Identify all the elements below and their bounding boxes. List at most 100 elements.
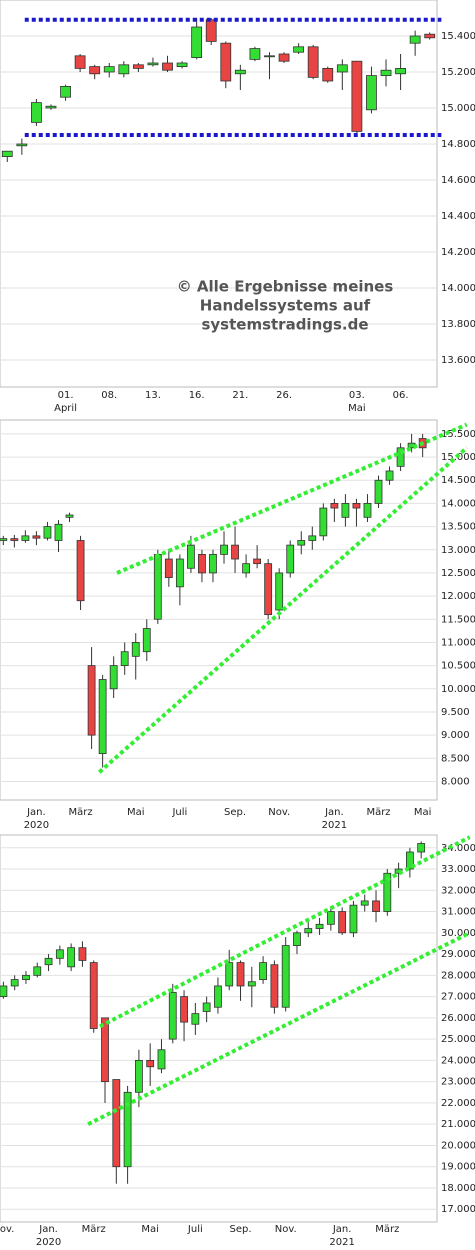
- x-tick-label: Nov.: [268, 807, 290, 818]
- candle-body: [22, 974, 30, 980]
- candle-body: [264, 55, 275, 58]
- y-tick-label: 13.600: [441, 355, 475, 366]
- candle-body: [319, 507, 328, 537]
- candle-body: [76, 540, 85, 602]
- candle-body: [65, 514, 74, 518]
- y-tick-label: 29.000: [441, 949, 475, 960]
- candle-body: [132, 64, 144, 69]
- plot-area: [0, 0, 438, 388]
- candle-body: [286, 544, 295, 574]
- y-tick-label: 9.000: [441, 730, 470, 741]
- candle-body: [225, 962, 234, 987]
- candle-body: [16, 143, 28, 147]
- x-tick-label: Juli: [171, 807, 187, 818]
- candle-body: [103, 66, 115, 73]
- candle-body: [385, 470, 394, 481]
- x-tick-label: März: [68, 807, 92, 818]
- x-tick-label: Mai: [141, 1224, 159, 1235]
- candle-body: [89, 66, 101, 75]
- x-tick-label: 16.: [189, 390, 205, 401]
- candle-body: [54, 523, 63, 541]
- y-tick-label: 11.000: [441, 637, 475, 648]
- candle-body: [134, 1059, 143, 1093]
- y-tick-label: 12.500: [441, 568, 475, 579]
- y-tick-label: 8.000: [441, 776, 470, 787]
- candle-body: [304, 928, 313, 934]
- candle-body: [253, 558, 262, 565]
- y-tick-label: 13.500: [441, 522, 475, 533]
- y-tick-label: 8.500: [441, 753, 470, 764]
- x-sublabel: April: [54, 403, 77, 414]
- candle-body: [281, 945, 290, 1008]
- x-tick-label: Jan.: [38, 1224, 58, 1235]
- candle-body: [1, 150, 13, 157]
- y-tick-label: 15.000: [441, 103, 475, 114]
- candle-body: [270, 964, 279, 1008]
- y-tick-label: 34.000: [441, 843, 475, 854]
- y-tick-label: 19.000: [441, 1162, 475, 1173]
- y-tick-label: 27.000: [441, 992, 475, 1003]
- candle-body: [326, 911, 335, 925]
- candle-body: [405, 851, 414, 870]
- x-tick-label: Jan.: [332, 1224, 352, 1235]
- candle-body: [259, 962, 268, 980]
- candle-body: [74, 55, 86, 69]
- y-tick-label: 14.000: [441, 283, 475, 294]
- candle-body: [153, 553, 162, 620]
- plot-area: [0, 834, 438, 1223]
- candle-body: [264, 563, 273, 616]
- candle-body: [120, 651, 129, 667]
- candle-body: [308, 535, 317, 541]
- candle-body: [87, 665, 96, 736]
- candle-body: [360, 900, 369, 906]
- candle-body: [336, 64, 348, 73]
- candle-body: [409, 35, 421, 44]
- y-tick-label: 14.500: [441, 475, 475, 486]
- candle-body: [60, 86, 71, 98]
- y-tick-label: 15.400: [441, 31, 475, 42]
- candle-body: [78, 947, 87, 961]
- candle-body: [220, 544, 228, 555]
- candle-body: [351, 60, 363, 132]
- candle-body: [330, 503, 339, 509]
- x-tick-label: März: [366, 807, 390, 818]
- candle-body: [214, 985, 222, 1008]
- candle-body: [162, 62, 173, 71]
- candle-body: [275, 572, 284, 611]
- candle-body: [202, 1002, 211, 1012]
- y-tick-label: 11.500: [441, 614, 475, 625]
- y-tick-label: 31.000: [441, 907, 475, 918]
- candle-body: [118, 64, 130, 75]
- candle-body: [67, 947, 76, 968]
- x-sublabel: 2021: [322, 820, 347, 831]
- candle-body: [297, 540, 306, 546]
- candle-body: [249, 48, 261, 60]
- y-tick-label: 10.000: [441, 684, 475, 695]
- candle-body: [417, 843, 426, 853]
- y-tick-label: 23.000: [441, 1077, 475, 1088]
- candle-body: [146, 1059, 155, 1068]
- y-tick-label: 9.500: [441, 707, 470, 718]
- x-tick-label: Jan.: [324, 807, 344, 818]
- watermark: © Alle Ergebnisse meines: [177, 278, 394, 296]
- x-tick-label: Mai: [414, 807, 432, 818]
- y-tick-label: 15.200: [441, 67, 475, 78]
- x-tick-label: Juli: [187, 1224, 203, 1235]
- x-tick-label: 21.: [232, 390, 248, 401]
- x-tick-label: Nov.: [275, 1224, 297, 1235]
- candle-body: [198, 553, 206, 574]
- candle-body: [424, 33, 436, 39]
- candle-body: [44, 957, 53, 966]
- candle-body: [395, 68, 406, 75]
- candle-body: [123, 1091, 132, 1168]
- plot-area: [0, 419, 438, 801]
- x-tick-label: 08.: [101, 390, 117, 401]
- x-tick-label: Sep.: [224, 807, 246, 818]
- y-tick-label: 13.000: [441, 545, 475, 556]
- candle-body: [180, 996, 188, 1023]
- y-tick-label: 18.000: [441, 1183, 475, 1194]
- y-tick-label: 26.000: [441, 1013, 475, 1024]
- candle-body: [175, 558, 184, 588]
- x-tick-label: Mai: [127, 807, 145, 818]
